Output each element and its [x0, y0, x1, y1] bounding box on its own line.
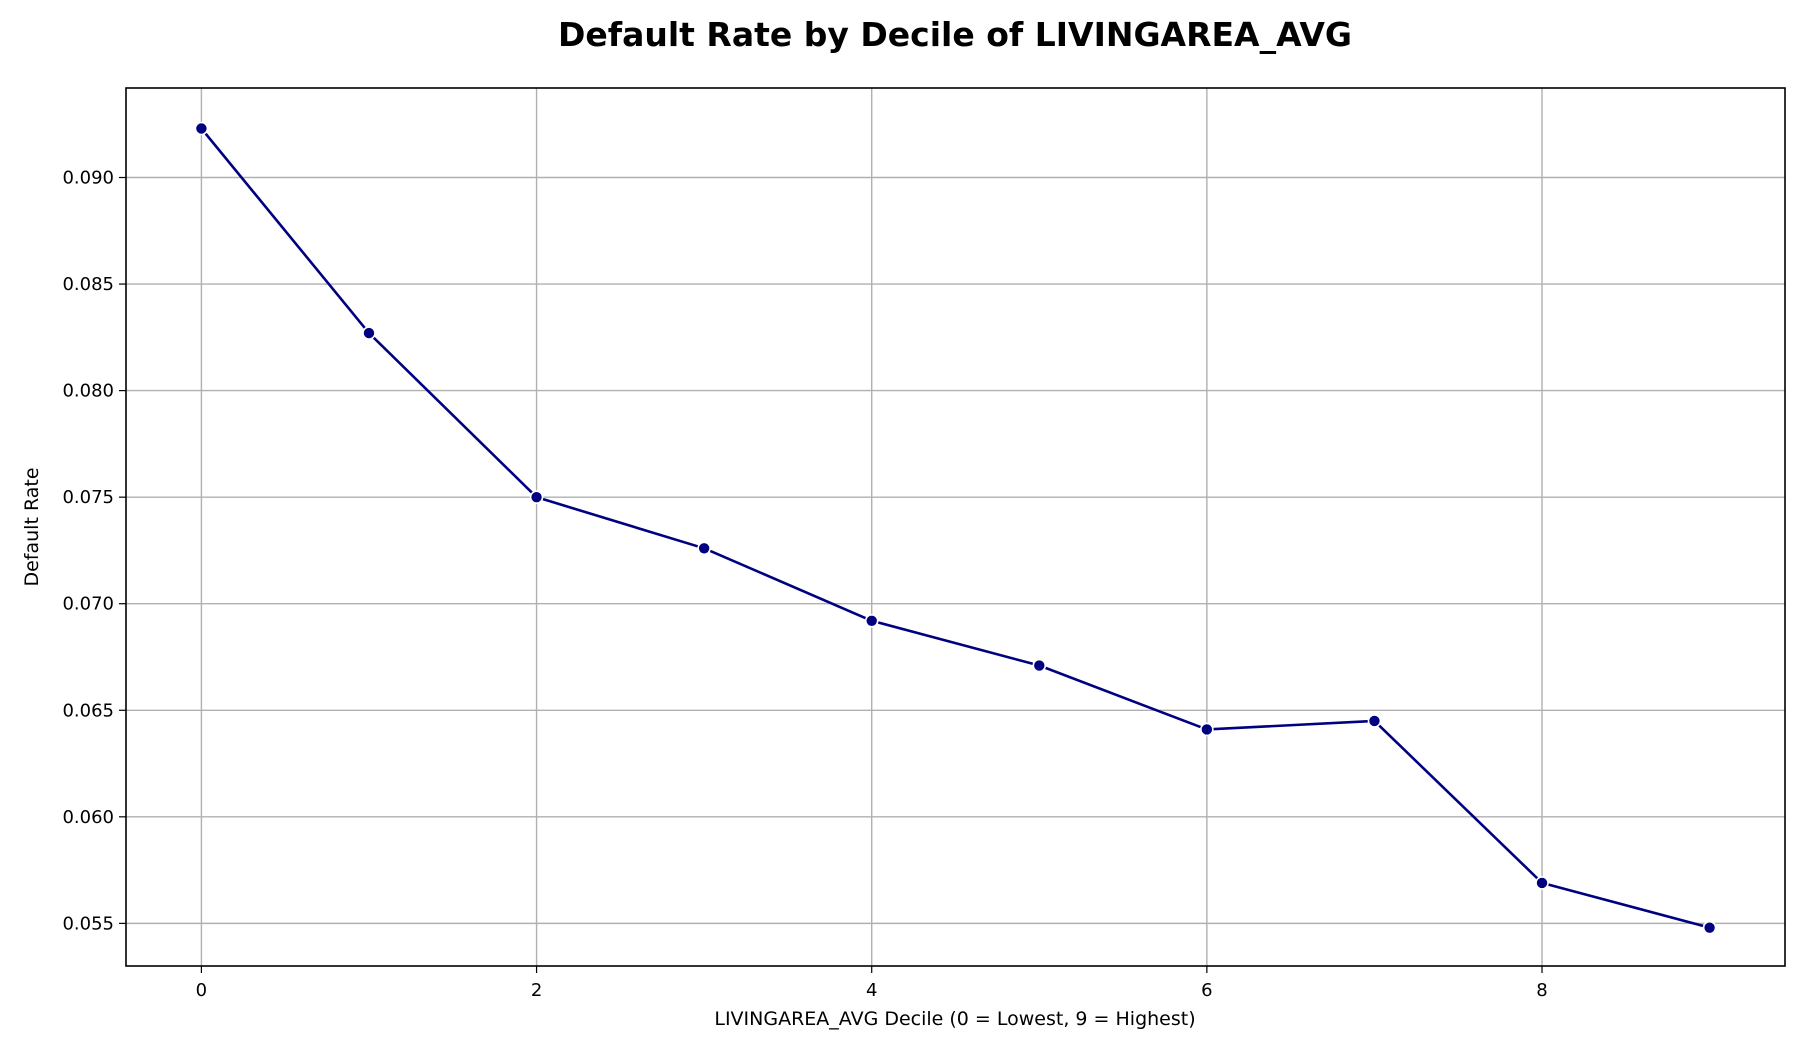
x-tick-label: 4	[866, 980, 877, 1001]
data-point	[1200, 722, 1214, 737]
grid-lines	[126, 88, 1785, 966]
series-line	[200, 127, 1710, 929]
y-tick-label: 0.075	[62, 487, 114, 508]
y-tick-label: 0.065	[62, 700, 114, 721]
data-point	[1032, 658, 1047, 673]
y-tick-label: 0.085	[62, 274, 114, 295]
x-tick-label: 2	[531, 980, 542, 1001]
y-tick-label: 0.080	[62, 381, 114, 402]
y-tick-label: 0.055	[62, 913, 114, 934]
y-tick-label: 0.060	[62, 807, 114, 828]
data-point	[362, 326, 376, 340]
x-tick-label: 8	[1536, 980, 1547, 1001]
data-point	[194, 121, 209, 136]
data-point	[697, 541, 711, 556]
y-tick-label: 0.090	[62, 168, 114, 189]
plot-frame	[125, 87, 1786, 967]
y-axis-label: Default Rate	[21, 467, 43, 586]
y-tick-label: 0.070	[62, 594, 114, 615]
chart-title: Default Rate by Decile of LIVINGAREA_AVG	[558, 15, 1352, 54]
data-point	[1535, 876, 1549, 890]
x-axis-label: LIVINGAREA_AVG Decile (0 = Lowest, 9 = H…	[714, 1008, 1195, 1030]
x-tick-label: 6	[1201, 980, 1212, 1001]
data-point	[529, 490, 544, 504]
data-point	[864, 613, 879, 628]
x-tick-label: 0	[196, 980, 207, 1001]
data-point	[1367, 714, 1382, 728]
series-layer	[194, 121, 1717, 935]
data-point	[1702, 920, 1717, 935]
axis-ticks: 0 2 4 6 8 0.055 0.060 0.065 0.070 0.075 0.080 0.085…	[62, 168, 1547, 1001]
